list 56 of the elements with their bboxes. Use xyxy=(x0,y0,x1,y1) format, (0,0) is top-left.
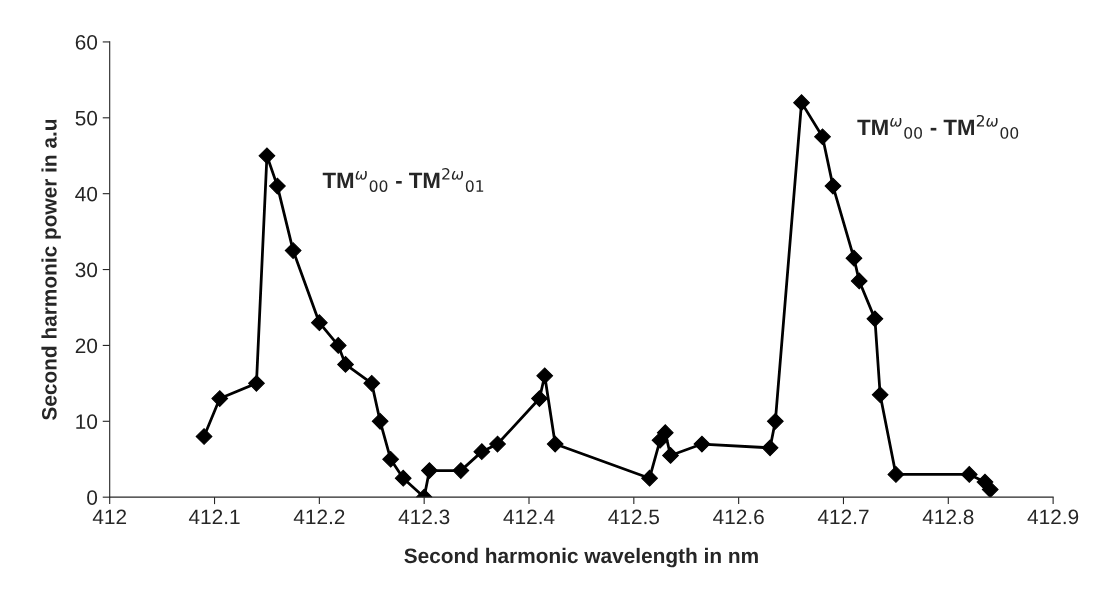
point xyxy=(531,390,548,407)
point xyxy=(258,147,276,165)
y-tick-label: 0 xyxy=(87,490,98,505)
point xyxy=(761,439,779,457)
x-tick-label: 412.7 xyxy=(817,509,869,525)
point xyxy=(641,469,658,487)
point xyxy=(248,374,265,392)
annotation: TM$^{ω}$$_{00}$ - TM$^{2ω}$$_{00}$ xyxy=(857,114,1019,139)
point xyxy=(363,374,381,392)
point xyxy=(981,481,999,498)
point xyxy=(871,386,889,404)
point xyxy=(866,310,884,328)
point xyxy=(546,435,564,453)
point xyxy=(662,447,679,464)
point xyxy=(850,272,868,290)
point xyxy=(382,450,400,468)
point xyxy=(824,177,842,195)
point xyxy=(284,242,302,259)
point xyxy=(766,412,784,430)
x-tick-label: 412.3 xyxy=(398,509,450,525)
point xyxy=(960,466,978,483)
x-tick-label: 412.9 xyxy=(1027,509,1079,525)
y-tick-label: 10 xyxy=(76,414,98,430)
x-tick-label: 412.2 xyxy=(293,509,345,525)
point xyxy=(310,314,328,332)
point xyxy=(394,469,412,487)
point xyxy=(452,462,470,479)
x-tick-label: 412.8 xyxy=(922,509,974,525)
x-tick-label: 412 xyxy=(92,509,127,525)
y-tick-label: 60 xyxy=(75,34,98,50)
point xyxy=(337,356,354,373)
point xyxy=(693,435,711,453)
y-axis-title: Second harmonic power in a.u xyxy=(41,119,61,421)
point xyxy=(473,443,491,461)
x-tick-label: 412.1 xyxy=(188,509,240,525)
point xyxy=(211,390,229,407)
point xyxy=(371,412,389,430)
point xyxy=(421,462,438,479)
point xyxy=(793,94,810,112)
point xyxy=(814,128,831,146)
y-tick-label: 30 xyxy=(75,262,98,278)
x-tick-label: 412.6 xyxy=(713,509,764,525)
annotation: TM$^{ω}$$_{00}$ - TM$^{2ω}$$_{01}$ xyxy=(322,168,484,192)
point xyxy=(845,249,863,267)
x-tick-label: 412.4 xyxy=(503,509,555,525)
x-axis-title: Second harmonic wavelength in nm xyxy=(404,547,758,568)
y-tick-label: 40 xyxy=(75,186,98,202)
y-tick-label: 20 xyxy=(75,338,98,354)
point xyxy=(329,337,347,354)
y-tick-label: 50 xyxy=(75,110,98,126)
point xyxy=(195,428,213,445)
point xyxy=(489,435,506,453)
x-tick-label: 412.5 xyxy=(608,509,660,525)
point xyxy=(887,466,905,483)
point xyxy=(269,177,286,195)
point xyxy=(536,367,554,385)
